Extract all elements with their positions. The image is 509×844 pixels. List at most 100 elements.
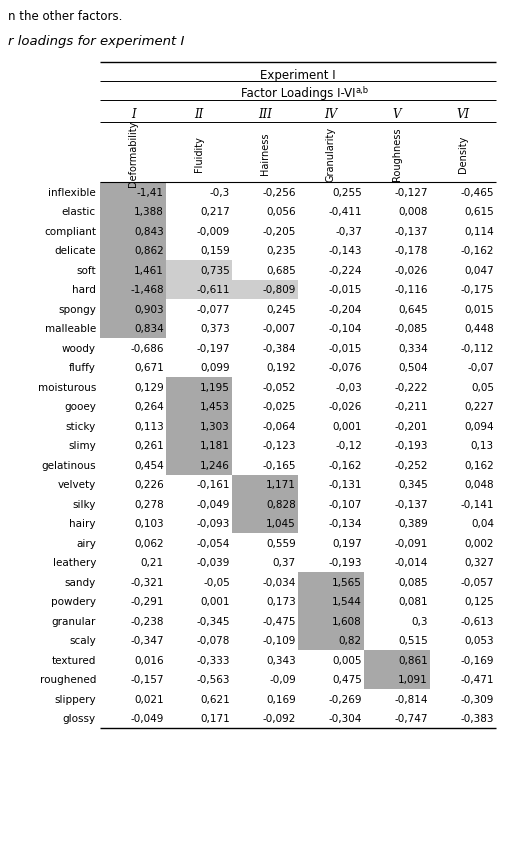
Text: 0,615: 0,615 — [463, 207, 493, 217]
Text: IV: IV — [324, 107, 337, 121]
Text: -0,162: -0,162 — [328, 460, 361, 470]
Text: sandy: sandy — [65, 577, 96, 587]
Bar — [100, 222, 165, 241]
Text: 0,834: 0,834 — [134, 324, 164, 334]
Text: -0,345: -0,345 — [196, 616, 230, 626]
Text: glossy: glossy — [63, 713, 96, 723]
Text: 0,828: 0,828 — [266, 499, 295, 509]
Text: -0,269: -0,269 — [328, 694, 361, 704]
Bar — [165, 280, 232, 300]
Text: 1,303: 1,303 — [200, 421, 230, 431]
Text: 1,453: 1,453 — [200, 402, 230, 412]
Text: 0,125: 0,125 — [463, 597, 493, 607]
Text: elastic: elastic — [62, 207, 96, 217]
Text: Hairness: Hairness — [260, 133, 269, 175]
Text: 1,045: 1,045 — [266, 518, 295, 528]
Text: leathery: leathery — [52, 558, 96, 567]
Text: 0,343: 0,343 — [266, 655, 295, 665]
Text: -0,165: -0,165 — [262, 460, 295, 470]
Bar — [297, 592, 363, 611]
Text: -0,475: -0,475 — [262, 616, 295, 626]
Text: -0,141: -0,141 — [460, 499, 493, 509]
Text: 1,544: 1,544 — [331, 597, 361, 607]
Text: 0,081: 0,081 — [398, 597, 427, 607]
Text: -0,014: -0,014 — [394, 558, 427, 567]
Bar — [100, 203, 165, 222]
Text: -1,468: -1,468 — [130, 285, 164, 295]
Text: 0,04: 0,04 — [470, 518, 493, 528]
Text: 0,278: 0,278 — [134, 499, 164, 509]
Text: velvety: velvety — [58, 479, 96, 490]
Text: -0,411: -0,411 — [328, 207, 361, 217]
Text: -0,143: -0,143 — [328, 246, 361, 256]
Text: 0,005: 0,005 — [332, 655, 361, 665]
Text: 0,671: 0,671 — [134, 363, 164, 373]
Bar — [165, 436, 232, 456]
Text: 1,388: 1,388 — [134, 207, 164, 217]
Text: 0,173: 0,173 — [266, 597, 295, 607]
Text: -0,256: -0,256 — [262, 187, 295, 197]
Bar — [165, 397, 232, 416]
Bar — [232, 514, 297, 533]
Text: -0,384: -0,384 — [262, 344, 295, 354]
Text: airy: airy — [76, 538, 96, 548]
Text: -0,37: -0,37 — [334, 226, 361, 236]
Text: I: I — [130, 107, 135, 121]
Text: -0,039: -0,039 — [196, 558, 230, 567]
Text: 0,3: 0,3 — [411, 616, 427, 626]
Text: 1,608: 1,608 — [331, 616, 361, 626]
Text: 0,001: 0,001 — [200, 597, 230, 607]
Text: -0,107: -0,107 — [328, 499, 361, 509]
Text: -1,41: -1,41 — [137, 187, 164, 197]
Text: -0,291: -0,291 — [130, 597, 164, 607]
Text: 0,559: 0,559 — [266, 538, 295, 548]
Text: Factor Loadings I-VI: Factor Loadings I-VI — [240, 88, 355, 100]
Bar — [100, 300, 165, 319]
Text: -0,611: -0,611 — [196, 285, 230, 295]
Text: -0,238: -0,238 — [130, 616, 164, 626]
Text: slippery: slippery — [54, 694, 96, 704]
Text: -0,052: -0,052 — [262, 382, 295, 392]
Text: -0,131: -0,131 — [328, 479, 361, 490]
Text: 0,645: 0,645 — [398, 305, 427, 314]
Text: -0,178: -0,178 — [394, 246, 427, 256]
Text: 0,334: 0,334 — [398, 344, 427, 354]
Text: 0,21: 0,21 — [140, 558, 164, 567]
Text: inflexible: inflexible — [48, 187, 96, 197]
Text: -0,747: -0,747 — [394, 713, 427, 723]
Text: -0,085: -0,085 — [394, 324, 427, 334]
Text: 0,264: 0,264 — [134, 402, 164, 412]
Text: -0,007: -0,007 — [262, 324, 295, 334]
Text: gelatinous: gelatinous — [41, 460, 96, 470]
Text: 0,735: 0,735 — [200, 265, 230, 275]
Text: -0,157: -0,157 — [130, 674, 164, 684]
Bar — [297, 572, 363, 592]
Text: 0,113: 0,113 — [134, 421, 164, 431]
Text: -0,116: -0,116 — [394, 285, 427, 295]
Text: III: III — [258, 107, 271, 121]
Text: 0,197: 0,197 — [331, 538, 361, 548]
Text: 0,448: 0,448 — [463, 324, 493, 334]
Text: 0,103: 0,103 — [134, 518, 164, 528]
Text: 0,192: 0,192 — [266, 363, 295, 373]
Text: -0,009: -0,009 — [196, 226, 230, 236]
Text: -0,809: -0,809 — [262, 285, 295, 295]
Text: 0,094: 0,094 — [464, 421, 493, 431]
Text: 0,82: 0,82 — [338, 636, 361, 646]
Text: 1,461: 1,461 — [134, 265, 164, 275]
Text: 0,37: 0,37 — [272, 558, 295, 567]
Text: n the other factors.: n the other factors. — [8, 10, 122, 23]
Text: 0,162: 0,162 — [463, 460, 493, 470]
Text: 0,621: 0,621 — [200, 694, 230, 704]
Bar — [100, 183, 165, 203]
Text: -0,222: -0,222 — [394, 382, 427, 392]
Text: Roughness: Roughness — [391, 127, 401, 181]
Text: -0,076: -0,076 — [328, 363, 361, 373]
Text: 0,454: 0,454 — [134, 460, 164, 470]
Text: 0,048: 0,048 — [464, 479, 493, 490]
Text: -0,169: -0,169 — [460, 655, 493, 665]
Text: 0,021: 0,021 — [134, 694, 164, 704]
Text: -0,211: -0,211 — [394, 402, 427, 412]
Text: 0,903: 0,903 — [134, 305, 164, 314]
Text: -0,104: -0,104 — [328, 324, 361, 334]
